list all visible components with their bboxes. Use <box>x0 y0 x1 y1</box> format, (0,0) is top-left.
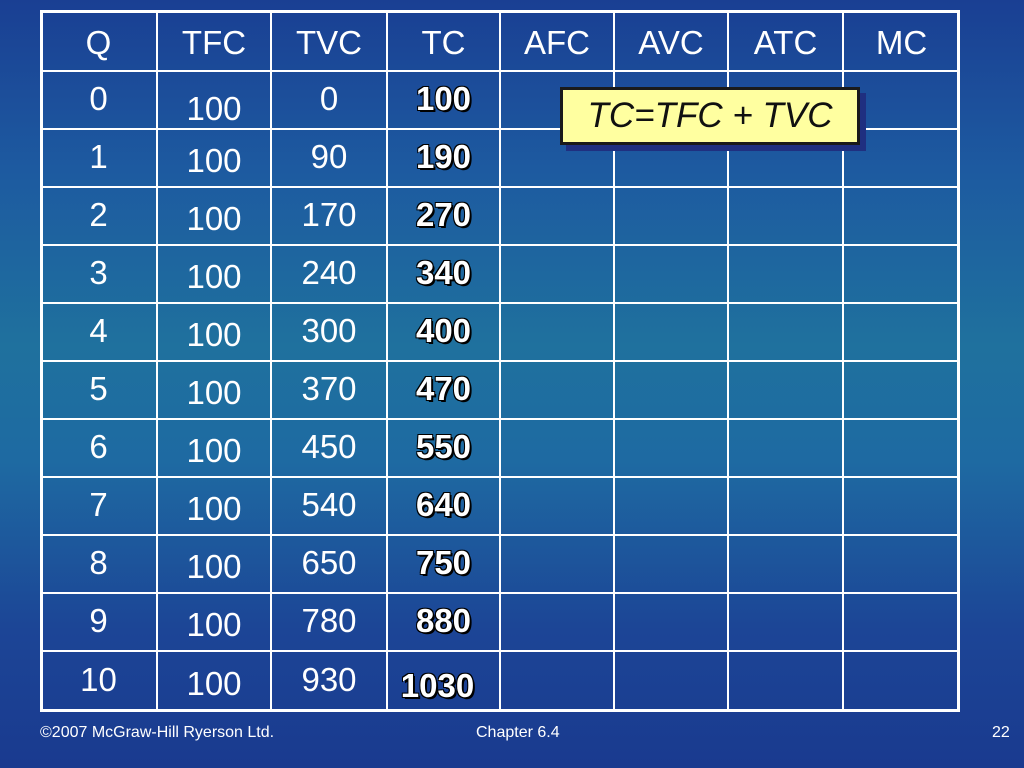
row-divider <box>40 476 960 478</box>
tc-cell: 1030 <box>400 667 475 704</box>
tvc-cell: 170 <box>301 195 357 233</box>
tfc-cell: 100 <box>186 665 242 702</box>
tfc-cell: 100 <box>186 257 242 295</box>
q-cell: 3 <box>89 253 108 291</box>
tc-cell: 100 <box>415 79 472 117</box>
column-header: TC <box>421 24 466 61</box>
column-header: AFC <box>524 24 590 61</box>
q-cell: 7 <box>89 485 108 523</box>
row-divider <box>40 70 960 72</box>
column-header: AVC <box>638 24 704 61</box>
column-header: MC <box>875 24 928 61</box>
tc-cell: 750 <box>415 543 472 581</box>
tfc-cell: 100 <box>186 431 242 469</box>
copyright-notice: ©2007 McGraw-Hill Ryerson Ltd. <box>40 724 275 741</box>
tfc-cell: 100 <box>186 315 242 353</box>
column-header: TFC <box>181 24 247 61</box>
tfc-cell: 100 <box>186 489 242 527</box>
row-divider <box>40 534 960 536</box>
tvc-cell: 240 <box>301 253 357 291</box>
q-cell: 9 <box>89 601 108 639</box>
tvc-cell: 780 <box>301 601 357 639</box>
tc-cell: 270 <box>415 195 472 233</box>
tvc-cell: 300 <box>301 311 357 349</box>
tvc-cell: 930 <box>301 661 357 698</box>
row-divider <box>40 244 960 246</box>
q-cell: 6 <box>89 427 108 465</box>
q-cell: 8 <box>89 543 108 581</box>
tc-cell: 470 <box>415 369 472 407</box>
tvc-cell: 0 <box>319 79 339 117</box>
tvc-cell: 650 <box>301 543 357 581</box>
tvc-cell: 370 <box>301 369 357 407</box>
q-cell: 2 <box>89 195 108 233</box>
q-cell: 1 <box>89 137 108 175</box>
column-header: ATC <box>753 24 818 61</box>
column-header: Q <box>85 24 112 61</box>
q-cell: 10 <box>80 661 117 698</box>
tvc-cell: 450 <box>301 427 357 465</box>
row-divider <box>40 360 960 362</box>
tc-cell: 880 <box>415 601 472 639</box>
formula-box: TC=TFC + TVC <box>560 87 860 145</box>
tfc-cell: 100 <box>186 605 242 643</box>
row-divider <box>40 186 960 188</box>
q-cell: 0 <box>89 79 108 117</box>
tc-cell: 340 <box>415 253 472 291</box>
tfc-cell: 100 <box>186 199 242 237</box>
q-cell: 4 <box>89 311 108 349</box>
tfc-cell: 100 <box>186 547 242 585</box>
row-divider <box>40 418 960 420</box>
tc-cell: 400 <box>415 311 472 349</box>
tc-cell: 550 <box>415 427 472 465</box>
q-cell: 5 <box>89 369 108 407</box>
tc-cell: 640 <box>415 485 472 523</box>
chapter-label: Chapter 6.4 <box>476 724 560 741</box>
tvc-cell: 540 <box>301 485 357 523</box>
tvc-cell: 90 <box>310 137 348 175</box>
row-divider <box>40 592 960 594</box>
tc-cell: 190 <box>415 137 472 175</box>
tfc-cell: 100 <box>186 89 242 127</box>
row-divider <box>40 650 960 652</box>
row-divider <box>40 128 960 130</box>
tfc-cell: 100 <box>186 373 242 411</box>
row-divider <box>40 302 960 304</box>
tfc-cell: 100 <box>186 141 242 179</box>
page-number: 22 <box>992 724 1010 741</box>
column-header: TVC <box>296 24 362 61</box>
